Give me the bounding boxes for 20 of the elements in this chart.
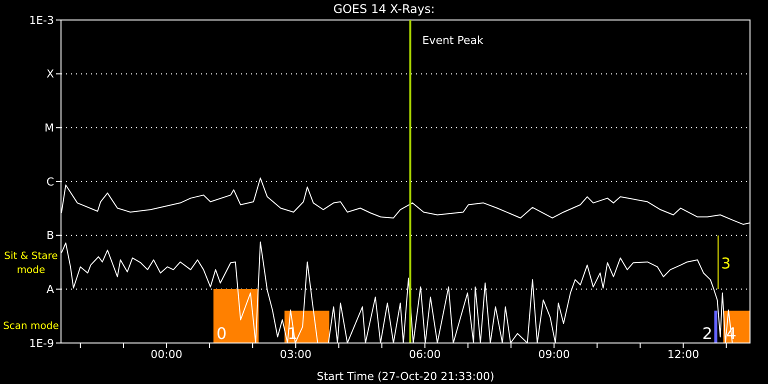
band-label: 2 [702,324,712,343]
y-tick-label: 1E-9 [29,336,54,350]
x-tick-label: 12:00 [667,348,700,361]
band-label: 0 [216,324,227,343]
y-tick-label: C [46,175,54,188]
text: Sit & Stare mode [3,250,59,278]
x-tick-label: 09:00 [538,348,570,361]
x-axis-title: Start Time (27-Oct-20 21:33:00) [316,370,494,383]
y-tick-label: A [46,283,54,296]
annotation: 3 [721,254,731,272]
text: Scan mode [2,320,60,334]
chart-title: GOES 14 X-Rays: [333,2,435,16]
x-tick-label: 03:00 [280,348,312,361]
y-tick-label: B [46,229,54,242]
ref-line-label: Event Peak [422,34,484,47]
y-tick-label: X [46,68,54,81]
y-tick-label: M [44,122,54,135]
x-tick-label: 06:00 [409,348,441,361]
y-tick-label: 1E-3 [29,14,54,27]
x-tick-label: 00:00 [150,348,182,361]
